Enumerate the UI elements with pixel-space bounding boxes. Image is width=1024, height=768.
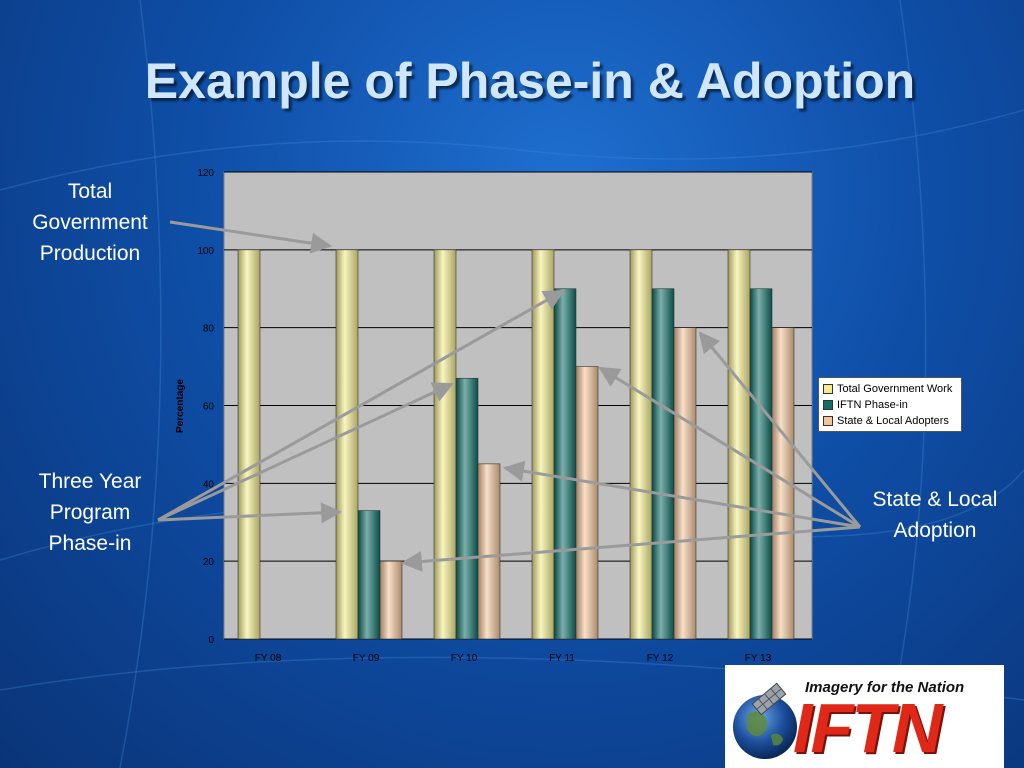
- logo-tagline: Imagery for the Nation: [805, 679, 965, 696]
- bar-iftn-phase-in-fy-11: [553, 288, 577, 640]
- bar-state-local-adopters-fy-13: [771, 327, 795, 640]
- bar-total-government-work-fy-12: [629, 249, 653, 640]
- x-tick-label: FY 12: [647, 653, 674, 664]
- bar-state-local-adopters-fy-11: [575, 366, 599, 640]
- y-tick-label: 60: [203, 402, 215, 413]
- x-tick-label: FY 10: [451, 653, 478, 664]
- bar-state-local-adopters-fy-10: [477, 463, 501, 640]
- legend-swatch: [823, 400, 833, 410]
- logo-wordmark: IFTN: [793, 689, 943, 767]
- arrow-phase-in-fy11: [157, 289, 565, 522]
- bar-iftn-phase-in-fy-09: [357, 510, 381, 640]
- globe-satellite-icon: [733, 682, 797, 759]
- arrow-adoption-fy11: [598, 366, 861, 529]
- bar-total-government-work-fy-10: [433, 249, 457, 640]
- y-axis-ticks: 0 20 40 60 80 100 120: [197, 168, 214, 646]
- iftn-logo: Imagery for the Nation IFTN: [725, 665, 1004, 768]
- arrow-adoption-fy10: [502, 460, 861, 529]
- arrow-total-government: [169, 220, 333, 254]
- y-tick-label: 40: [203, 479, 215, 490]
- y-tick-label: 120: [197, 168, 214, 179]
- y-tick-label: 20: [203, 557, 215, 568]
- bar-iftn-phase-in-fy-13: [749, 288, 773, 640]
- legend-item-state-local-adopters: State & Local Adopters: [823, 413, 957, 429]
- bar-state-local-adopters-fy-09: [379, 560, 403, 640]
- x-tick-label: FY 11: [549, 653, 575, 664]
- x-tick-label: FY 08: [255, 653, 282, 664]
- legend-label: Total Government Work: [837, 383, 953, 395]
- callout-arrows: [157, 220, 862, 572]
- chart-legend: Total Government Work IFTN Phase-in Stat…: [818, 377, 962, 432]
- callout-three-year-phase-in: Three Year Program Phase-in: [38, 470, 142, 555]
- bar-iftn-phase-in-fy-10: [455, 377, 479, 640]
- legend-item-iftn-phase-in: IFTN Phase-in: [823, 397, 957, 413]
- legend-swatch: [823, 416, 833, 426]
- bar-state-local-adopters-fy-12: [673, 327, 697, 640]
- y-axis-label: Percentage: [175, 379, 186, 433]
- bar-total-government-work-fy-09: [335, 249, 359, 640]
- legend-swatch: [823, 384, 833, 394]
- arrow-phase-in-fy09: [157, 502, 343, 524]
- callout-total-government-production: Total Government Production: [32, 180, 148, 265]
- legend-label: State & Local Adopters: [837, 415, 949, 427]
- x-tick-label: FY 13: [745, 653, 772, 664]
- slide-title: Example of Phase-in & Adoption: [144, 53, 916, 109]
- callout-state-local-adoption: State & Local Adoption: [872, 488, 998, 542]
- legend-item-total-government-work: Total Government Work: [823, 381, 957, 397]
- x-tick-label: FY 09: [353, 653, 380, 664]
- arrow-phase-in-fy10: [157, 382, 454, 522]
- x-axis-ticks: FY 08 FY 09 FY 10 FY 11 FY 12 FY 13: [255, 653, 772, 664]
- arrow-adoption-fy09: [400, 525, 861, 572]
- arrow-adoption-fy12: [698, 331, 862, 528]
- y-tick-label: 100: [197, 246, 214, 257]
- y-tick-label: 80: [203, 324, 215, 335]
- bar-total-government-work-fy-08: [237, 249, 261, 640]
- bar-iftn-phase-in-fy-12: [651, 288, 675, 640]
- legend-label: IFTN Phase-in: [837, 399, 908, 411]
- bar-total-government-work-fy-13: [727, 249, 751, 640]
- y-tick-label: 0: [208, 635, 214, 646]
